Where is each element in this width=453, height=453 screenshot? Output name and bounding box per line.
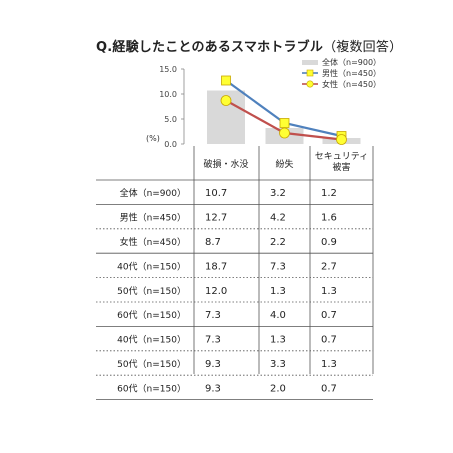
y-tick-label: 0.0 (164, 140, 177, 149)
row-label: 全体（n=900） (120, 187, 186, 199)
title-sub: （複数回答） (323, 40, 403, 55)
table-cell: 7.3 (270, 261, 286, 272)
row-label: 60代（n=150） (117, 310, 186, 321)
table-cell: 1.3 (270, 335, 286, 346)
table-cell: 3.2 (270, 188, 286, 199)
row-label: 40代（n=150） (117, 261, 186, 272)
table-cell: 7.3 (205, 310, 221, 321)
unit-label: (%) (146, 134, 160, 143)
table-cell: 0.7 (321, 335, 337, 346)
row-label: 50代（n=150） (117, 359, 186, 370)
table-cell: 1.3 (321, 286, 337, 297)
table-cell: 3.3 (270, 359, 286, 370)
marker-square-2 (279, 118, 290, 128)
row-label: 40代（n=150） (117, 335, 186, 346)
marker-circle-3 (336, 134, 347, 145)
title-main: Q.経験したことのあるスマホトラブル (96, 40, 324, 55)
table-cell: 12.7 (205, 213, 227, 224)
table-cell: 2.0 (270, 383, 286, 394)
row-label: 男性（n=450） (120, 212, 186, 224)
row-label: 50代（n=150） (117, 286, 186, 297)
legend-swatch-bar (302, 60, 318, 65)
table-cell: 2.2 (270, 237, 286, 248)
y-tick-label: 15.0 (159, 65, 177, 74)
column-header-1: 破損・水没 (203, 158, 248, 170)
column-header-2: 紛失 (275, 158, 293, 170)
table-cell: 18.7 (205, 261, 227, 272)
legend: 全体（n=900）男性（n=450）女性（n=450） (302, 57, 381, 89)
table-cell: 1.3 (321, 359, 337, 370)
table-cell: 12.0 (205, 286, 227, 297)
legend-marker-circle (306, 80, 314, 88)
table-cell: 4.0 (270, 310, 286, 321)
marker-circle-2 (279, 127, 290, 139)
y-tick-label: 5.0 (164, 115, 177, 124)
table-cell: 7.3 (205, 335, 221, 346)
table-cell: 10.7 (205, 188, 227, 199)
table-cell: 0.7 (321, 383, 337, 394)
row-label: 女性（n=450） (120, 236, 186, 248)
chart-title: Q.経験したことのあるスマホトラブル（複数回答） (96, 36, 402, 55)
table-cell: 1.6 (321, 213, 337, 224)
table-cell: 9.3 (205, 383, 221, 394)
legend-label: 全体（n=900） (322, 57, 381, 67)
table-cell: 0.9 (321, 237, 337, 248)
y-tick-label: 10.0 (159, 90, 177, 99)
table-cell: 9.3 (205, 359, 221, 370)
table-cell: 0.7 (321, 310, 337, 321)
legend-label: 男性（n=450） (322, 68, 381, 78)
table-cell: 1.3 (270, 286, 286, 297)
marker-square-1 (221, 75, 231, 86)
column-header-3: 被害 (332, 161, 350, 173)
table-cell: 1.2 (321, 188, 337, 199)
marker-circle-1 (220, 95, 232, 106)
legend-marker-square (306, 69, 314, 77)
table-cell: 8.7 (205, 237, 221, 248)
table-cell: 2.7 (321, 261, 337, 272)
table-cell: 4.2 (270, 213, 286, 224)
legend-label: 女性（n=450） (322, 79, 381, 89)
plot-area: 0.0 5.0 10.0 15.0 (159, 65, 361, 149)
row-label: 60代（n=150） (117, 383, 186, 394)
column-header-3: セキュリティ (315, 151, 368, 162)
